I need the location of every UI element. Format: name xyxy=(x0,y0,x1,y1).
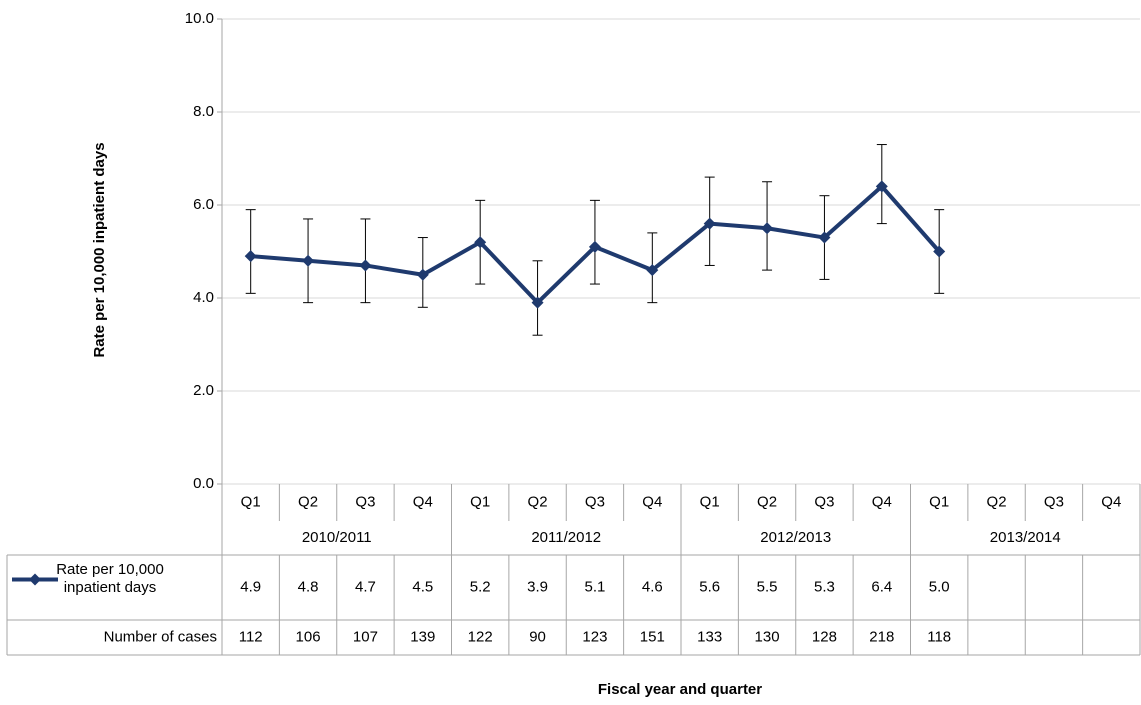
table-value: 4.8 xyxy=(298,578,319,595)
table-value: 123 xyxy=(582,628,607,645)
table-value: 118 xyxy=(927,628,951,645)
data-point xyxy=(588,240,601,253)
table-value: 90 xyxy=(529,628,546,645)
data-point xyxy=(416,268,429,281)
x-tick-label: Q4 xyxy=(1101,493,1121,510)
y-axis-title: Rate per 10,000 inpatient days xyxy=(91,142,108,357)
table-value: 3.9 xyxy=(527,578,548,595)
table-value: 5.3 xyxy=(814,578,835,595)
data-point xyxy=(875,180,888,193)
data-point xyxy=(359,259,372,272)
x-tick-label: Q1 xyxy=(929,493,949,510)
x-tick-label: Q3 xyxy=(585,493,605,510)
table-value: 130 xyxy=(755,628,780,645)
table-value: 5.0 xyxy=(929,578,950,595)
x-tick-label: Q2 xyxy=(757,493,777,510)
data-point xyxy=(818,231,831,244)
table-value: 5.1 xyxy=(585,578,606,595)
table-value: 122 xyxy=(468,628,493,645)
data-point xyxy=(646,264,659,277)
table-value: 4.9 xyxy=(240,578,261,595)
x-group-label: 2013/2014 xyxy=(990,529,1061,546)
x-tick-label: Q3 xyxy=(814,493,834,510)
x-tick-label: Q1 xyxy=(700,493,720,510)
x-group-label: 2012/2013 xyxy=(760,529,831,546)
legend-label: Rate per 10,000 inpatient days xyxy=(56,561,164,596)
data-point xyxy=(302,254,315,267)
x-tick-label: Q2 xyxy=(987,493,1007,510)
data-point xyxy=(474,236,487,249)
data-point xyxy=(244,250,257,263)
legend-marker xyxy=(29,573,41,586)
table-value: 4.7 xyxy=(355,578,376,595)
x-tick-label: Q4 xyxy=(642,493,662,510)
x-axis-title: Fiscal year and quarter xyxy=(598,681,762,698)
y-tick-label: 6.0 xyxy=(193,196,214,213)
table-value: 218 xyxy=(869,628,894,645)
table-value: 112 xyxy=(239,628,263,645)
table-value: 128 xyxy=(812,628,837,645)
x-tick-label: Q3 xyxy=(355,493,375,510)
y-tick-label: 0.0 xyxy=(193,475,214,492)
x-group-label: 2010/2011 xyxy=(302,529,372,546)
x-group-label: 2011/2012 xyxy=(531,529,601,546)
table-value: 4.6 xyxy=(642,578,663,595)
table-value: 107 xyxy=(353,628,378,645)
table-value: 133 xyxy=(697,628,722,645)
data-point xyxy=(531,296,544,309)
table-value: 5.6 xyxy=(699,578,720,595)
table-value: 139 xyxy=(410,628,435,645)
y-tick-label: 10.0 xyxy=(185,10,214,27)
table-value: 151 xyxy=(640,628,665,645)
table-value: 5.2 xyxy=(470,578,491,595)
table-value: 4.5 xyxy=(412,578,433,595)
x-tick-label: Q1 xyxy=(241,493,261,510)
y-tick-label: 2.0 xyxy=(193,382,214,399)
data-point xyxy=(761,222,774,235)
table-row-label: Number of cases xyxy=(104,628,217,645)
data-point xyxy=(933,245,946,258)
table-value: 5.5 xyxy=(757,578,778,595)
y-tick-label: 4.0 xyxy=(193,289,214,306)
legend-label-box: Rate per 10,000 inpatient days xyxy=(56,561,164,596)
x-tick-label: Q1 xyxy=(470,493,490,510)
table-value: 6.4 xyxy=(871,578,892,595)
data-point xyxy=(703,217,716,230)
x-tick-label: Q4 xyxy=(413,493,433,510)
table-value: 106 xyxy=(296,628,321,645)
x-tick-label: Q2 xyxy=(298,493,318,510)
x-tick-label: Q3 xyxy=(1044,493,1064,510)
y-tick-label: 8.0 xyxy=(193,103,214,120)
x-tick-label: Q2 xyxy=(528,493,548,510)
x-tick-label: Q4 xyxy=(872,493,892,510)
